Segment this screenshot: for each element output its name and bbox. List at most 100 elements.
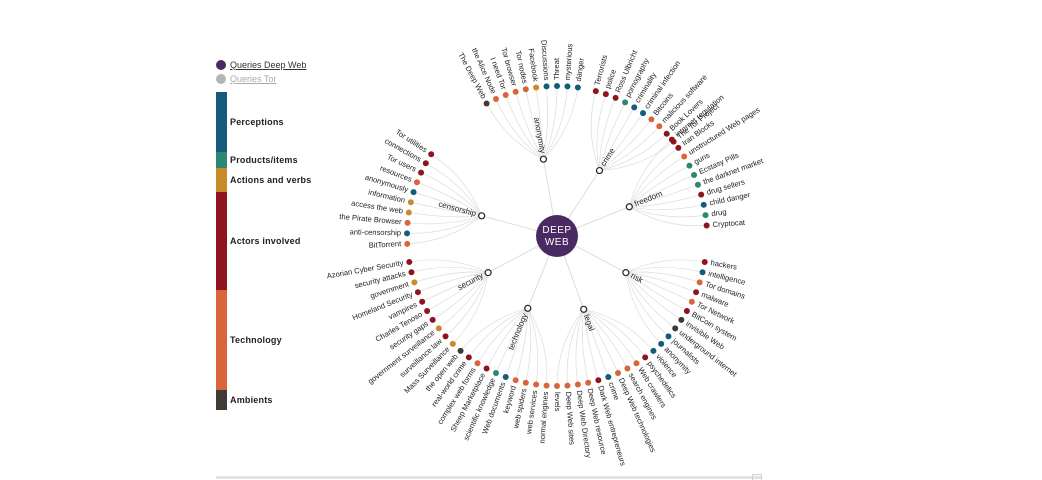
- leaf-node[interactable]: [681, 153, 688, 160]
- leaf-node[interactable]: [592, 88, 599, 95]
- leaf-node[interactable]: [404, 219, 411, 226]
- leaf-node[interactable]: [422, 160, 429, 167]
- leaf-node[interactable]: [533, 381, 540, 388]
- leaf-node[interactable]: [640, 110, 647, 117]
- leaf-node[interactable]: [683, 308, 690, 314]
- leaf-node[interactable]: [408, 269, 415, 276]
- leaf-node[interactable]: [694, 181, 701, 188]
- category-ambients[interactable]: Ambients: [216, 390, 336, 410]
- leaf-node[interactable]: [665, 333, 672, 340]
- leaf-node[interactable]: [612, 94, 619, 101]
- group-label-risk[interactable]: risk: [629, 271, 645, 285]
- leaf-node[interactable]: [492, 370, 499, 377]
- leaf-node[interactable]: [419, 298, 426, 305]
- leaf-node[interactable]: [699, 269, 706, 276]
- leaf-label[interactable]: normal engines: [538, 391, 551, 444]
- category-technology[interactable]: Technology: [216, 290, 336, 390]
- group-node-censorship[interactable]: [478, 212, 486, 220]
- group-node-crime[interactable]: [595, 166, 604, 175]
- leaf-node[interactable]: [605, 373, 612, 380]
- leaf-node[interactable]: [602, 91, 609, 98]
- leaf-label[interactable]: anti-censorship: [349, 227, 401, 237]
- leaf-node[interactable]: [502, 92, 509, 99]
- leaf-node[interactable]: [686, 162, 693, 169]
- leaf-node[interactable]: [554, 383, 560, 389]
- leaf-node[interactable]: [658, 340, 665, 347]
- leaf-node[interactable]: [483, 100, 490, 107]
- leaf-node[interactable]: [413, 179, 420, 186]
- leaf-node[interactable]: [663, 130, 670, 137]
- leaf-node[interactable]: [691, 171, 698, 178]
- group-node-technology[interactable]: [524, 304, 532, 312]
- leaf-node[interactable]: [650, 347, 657, 354]
- leaf-node[interactable]: [700, 201, 707, 208]
- leaf-node[interactable]: [522, 86, 529, 93]
- leaf-node[interactable]: [564, 382, 571, 389]
- leaf-node[interactable]: [543, 83, 550, 90]
- leaf-node[interactable]: [585, 379, 592, 386]
- leaf-node[interactable]: [564, 83, 571, 90]
- leaf-node[interactable]: [701, 259, 708, 266]
- group-node-anonymity[interactable]: [539, 155, 548, 163]
- leaf-node[interactable]: [512, 377, 519, 384]
- leaf-node[interactable]: [502, 373, 509, 380]
- category-actions-verbs[interactable]: Actions and verbs: [216, 168, 336, 192]
- leaf-node[interactable]: [672, 325, 679, 332]
- leaf-node[interactable]: [615, 370, 622, 377]
- leaf-label[interactable]: Threat: [552, 57, 561, 80]
- group-label-security[interactable]: security: [456, 271, 485, 292]
- leaf-node[interactable]: [696, 279, 703, 286]
- leaf-node[interactable]: [624, 365, 631, 372]
- legend-item-tor[interactable]: Queries Tor: [216, 72, 306, 85]
- leaf-label[interactable]: the Pirate Browser: [339, 212, 402, 226]
- leaf-node[interactable]: [449, 340, 456, 347]
- leaf-label[interactable]: mysterious: [563, 43, 575, 80]
- leaf-node[interactable]: [411, 279, 418, 286]
- leaf-node[interactable]: [410, 189, 417, 196]
- leaf-node[interactable]: [474, 360, 481, 367]
- group-node-freedom[interactable]: [625, 203, 633, 211]
- leaf-node[interactable]: [442, 333, 449, 340]
- horizontal-scrollbar[interactable]: [216, 476, 761, 479]
- center-node[interactable]: DEEP WEB: [536, 215, 578, 257]
- legend-label-deep-web[interactable]: Queries Deep Web: [230, 59, 307, 70]
- leaf-node[interactable]: [404, 230, 411, 237]
- leaf-node[interactable]: [693, 289, 700, 296]
- leaf-label[interactable]: Discussions: [539, 40, 551, 81]
- leaf-label[interactable]: drug: [711, 207, 727, 218]
- leaf-node[interactable]: [702, 212, 709, 219]
- leaf-label[interactable]: levels: [553, 392, 562, 412]
- leaf-node[interactable]: [404, 240, 411, 247]
- leaf-node[interactable]: [543, 382, 550, 389]
- leaf-node[interactable]: [668, 136, 675, 143]
- leaf-node[interactable]: [429, 316, 436, 323]
- leaf-node[interactable]: [574, 381, 581, 388]
- leaf-node[interactable]: [631, 104, 638, 111]
- leaf-node[interactable]: [648, 116, 655, 123]
- leaf-node[interactable]: [656, 123, 663, 130]
- leaf-node[interactable]: [675, 144, 682, 151]
- leaf-node[interactable]: [642, 354, 649, 361]
- leaf-node[interactable]: [407, 199, 414, 206]
- leaf-node[interactable]: [457, 347, 464, 354]
- leaf-node[interactable]: [554, 83, 560, 89]
- leaf-node[interactable]: [595, 377, 602, 384]
- leaf-node[interactable]: [405, 209, 412, 216]
- leaf-label[interactable]: BitTorrent: [368, 239, 402, 250]
- group-node-risk[interactable]: [622, 269, 630, 277]
- leaf-node[interactable]: [424, 308, 431, 314]
- leaf-node[interactable]: [703, 222, 710, 229]
- legend-label-tor[interactable]: Queries Tor: [230, 73, 277, 84]
- leaf-node[interactable]: [483, 365, 490, 372]
- leaf-node[interactable]: [406, 259, 413, 266]
- leaf-node[interactable]: [492, 95, 499, 102]
- leaf-node[interactable]: [414, 289, 421, 296]
- leaf-node[interactable]: [428, 151, 435, 158]
- leaf-node[interactable]: [465, 354, 472, 361]
- category-products-items[interactable]: Products/items: [216, 152, 336, 168]
- leaf-node[interactable]: [678, 316, 685, 323]
- leaf-node[interactable]: [698, 191, 705, 198]
- legend-item-deep-web[interactable]: Queries Deep Web: [216, 58, 306, 71]
- leaf-label[interactable]: danger: [574, 57, 586, 82]
- group-label-censorship[interactable]: censorship: [437, 200, 477, 219]
